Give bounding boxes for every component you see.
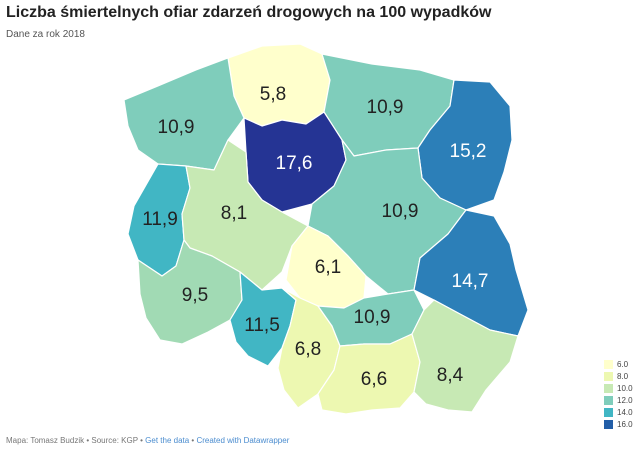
legend-item: 14.0 — [604, 407, 633, 417]
region-opolskie[interactable] — [229, 271, 297, 367]
region-value-label-kujawsko-pomorskie: 17,6 — [276, 153, 313, 174]
map-title: Liczba śmiertelnych ofiar zdarzeń drogow… — [6, 4, 492, 21]
region-value-label-malopolskie: 6,6 — [361, 369, 387, 390]
region-value-label-pomorskie: 5,8 — [260, 84, 286, 105]
region-value-label-dolnoslaskie: 9,5 — [182, 285, 208, 306]
legend-label: 14.0 — [617, 407, 633, 417]
legend-swatch — [604, 395, 613, 405]
region-value-label-opolskie: 11,5 — [244, 315, 280, 336]
legend-swatch — [604, 371, 613, 381]
legend-item: 10.0 — [604, 383, 633, 393]
legend-swatch — [604, 359, 613, 369]
legend-swatch — [604, 407, 613, 417]
legend-label: 8.0 — [617, 371, 629, 381]
datawrapper-link[interactable]: Created with Datawrapper — [196, 436, 290, 445]
region-wielkopolskie[interactable] — [181, 139, 309, 291]
legend-swatch — [604, 383, 613, 393]
region-value-label-slaskie: 6,8 — [295, 339, 321, 360]
footer-separator: • — [189, 436, 197, 445]
legend-label: 6.0 — [617, 359, 629, 369]
labels-layer: 5,8 10,9 10,9 15,2 17,6 11,9 8,1 10,9 6,1 14,7 9,5… — [142, 84, 488, 390]
region-value-label-warminsko-mazurskie: 10,9 — [367, 97, 404, 118]
region-value-label-swietokrzyskie: 10,9 — [354, 307, 391, 328]
legend-label: 10.0 — [617, 383, 633, 393]
legend-item: 16.0 — [604, 419, 633, 429]
region-malopolskie[interactable] — [317, 333, 421, 415]
color-legend: 6.0 8.0 10.0 12.0 14.0 16.0 — [604, 359, 633, 431]
get-data-link[interactable]: Get the data — [145, 436, 190, 445]
region-value-label-podkarpackie: 8,4 — [437, 365, 464, 386]
region-value-label-lubuskie: 11,9 — [142, 209, 178, 230]
map-footer: Mapa: Tomasz Budzik • Source: KGP • Get … — [6, 436, 289, 445]
region-value-label-mazowieckie: 10,9 — [382, 201, 419, 222]
legend-label: 12.0 — [617, 395, 633, 405]
legend-label: 16.0 — [617, 419, 633, 429]
region-value-label-zachodniopomorskie: 10,9 — [158, 117, 195, 138]
region-value-label-podlaskie: 15,2 — [450, 141, 487, 162]
regions-layer — [123, 43, 529, 415]
region-value-label-wielkopolskie: 8,1 — [221, 203, 247, 224]
region-podkarpackie[interactable] — [411, 299, 519, 413]
legend-swatch — [604, 419, 613, 429]
map-subtitle: Dane za rok 2018 — [6, 29, 85, 40]
region-value-label-lodzkie: 6,1 — [315, 257, 341, 278]
legend-item: 8.0 — [604, 371, 633, 381]
legend-item: 6.0 — [604, 359, 633, 369]
legend-item: 12.0 — [604, 395, 633, 405]
region-value-label-lubelskie: 14,7 — [452, 271, 489, 292]
footer-credits: Mapa: Tomasz Budzik • Source: KGP • — [6, 436, 146, 445]
